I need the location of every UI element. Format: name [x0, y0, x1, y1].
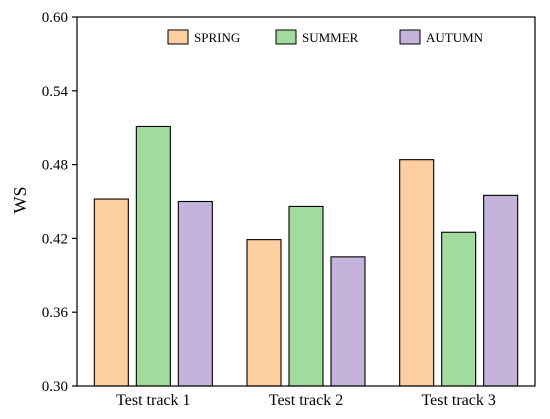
bar-summer-2 — [288, 205, 324, 387]
y-tick-label: 0.48 — [42, 158, 68, 174]
legend-swatch-summer — [275, 29, 297, 45]
bar-summer-3 — [441, 231, 477, 387]
legend: SPRING SUMMER AUTUMN — [167, 29, 484, 45]
bar-spring-3 — [399, 159, 435, 387]
y-ticks-group: 0.30 0.36 0.42 0.48 0.54 0.60 — [42, 10, 77, 395]
bar-autumn-1 — [177, 200, 213, 387]
legend-label-summer: SUMMER — [302, 30, 359, 45]
legend-swatch-spring — [167, 29, 189, 45]
y-axis-label: WS — [10, 187, 30, 214]
legend-swatch-autumn — [399, 29, 421, 45]
x-ticks-group: Test track 1 Test track 2 Test track 3 — [116, 392, 496, 409]
y-tick-label: 0.54 — [42, 84, 69, 100]
y-tick-label: 0.30 — [42, 379, 68, 395]
x-category-label: Test track 2 — [269, 392, 343, 409]
bar-autumn-2 — [330, 256, 366, 387]
bar-spring-1 — [93, 198, 129, 387]
bar-spring-2 — [246, 239, 282, 387]
y-tick-label: 0.36 — [42, 305, 69, 321]
x-category-label: Test track 1 — [116, 392, 190, 409]
bar-autumn-3 — [483, 194, 519, 387]
x-category-label: Test track 3 — [421, 392, 495, 409]
plot-frame — [76, 16, 536, 387]
y-tick-label: 0.42 — [42, 231, 68, 247]
y-tick-label: 0.60 — [42, 10, 68, 26]
legend-label-autumn: AUTUMN — [426, 30, 484, 45]
bar-summer-1 — [135, 125, 171, 387]
bars-group — [93, 125, 519, 387]
legend-label-spring: SPRING — [194, 30, 240, 45]
